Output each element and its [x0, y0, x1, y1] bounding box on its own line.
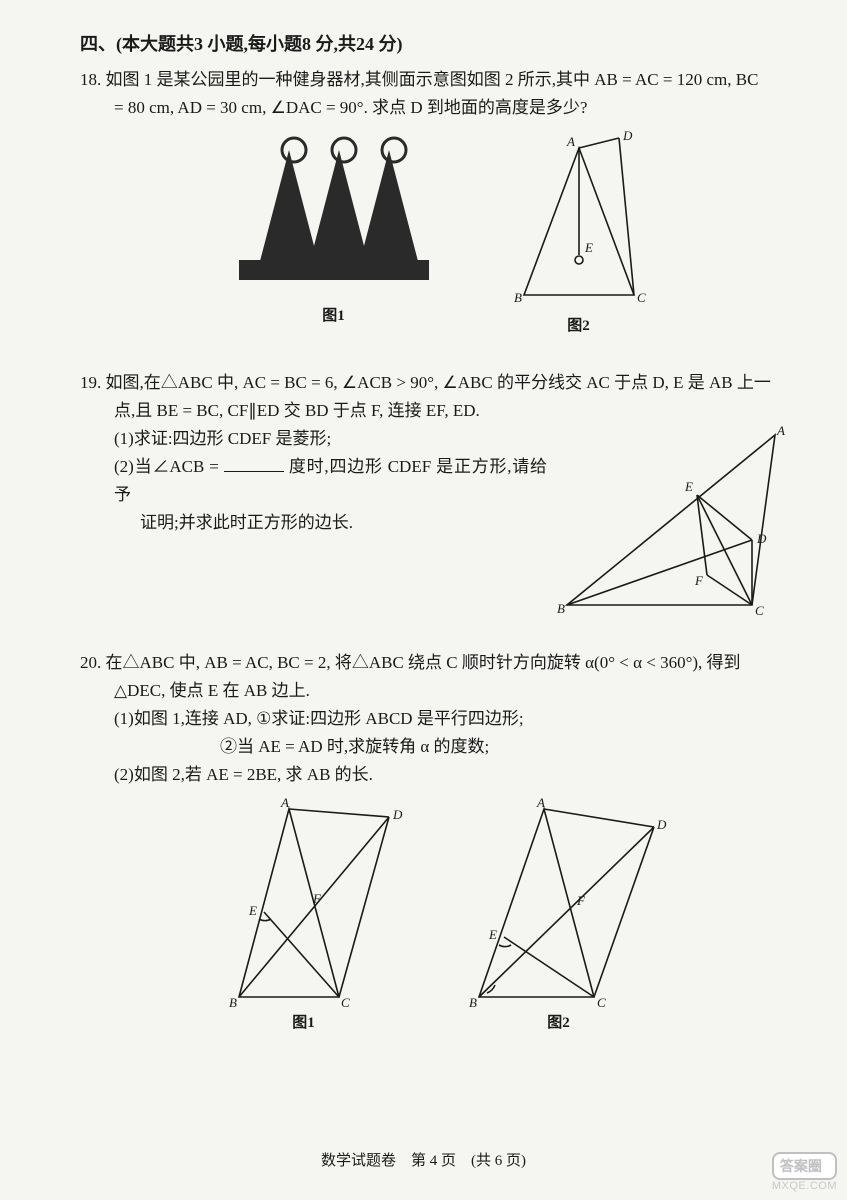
problem-20-line1-wrap: 20. 在△ABC 中, AB = AC, BC = 2, 将△ABC 绕点 C… [80, 649, 787, 677]
problem-20: 20. 在△ABC 中, AB = AC, BC = 2, 将△ABC 绕点 C… [80, 649, 787, 1032]
problem-18-line1: 如图 1 是某公园里的一种健身器材,其侧面示意图如图 2 所示,其中 AB = … [106, 70, 759, 89]
parallelogram-1: A B C D E F [209, 797, 399, 1007]
label-C: C [637, 290, 646, 305]
problem-19-num: 19. [80, 373, 101, 392]
problem-20-part1b: ②当 AE = AD 时,求旋转角 α 的度数; [80, 733, 787, 761]
figure-2-caption: 图2 [567, 314, 590, 335]
triangle-diagram-2: A B C D E F [557, 425, 787, 615]
problem-19-part2: (2)当∠ACB = 度时,四边形 CDEF 是正方形,请给予 [80, 453, 547, 509]
label-A: A [566, 134, 575, 149]
problem-18-text: 18. 如图 1 是某公园里的一种健身器材,其侧面示意图如图 2 所示,其中 A… [80, 66, 787, 94]
problem-19: 19. 如图,在△ABC 中, AC = BC = 6, ∠ACB > 90°,… [80, 369, 787, 615]
problem-18-figure-2: A D B C E 图2 [509, 130, 649, 335]
label-E: E [248, 903, 257, 918]
label-A2: A [536, 795, 545, 810]
label-D: D [622, 128, 633, 143]
exam-page: 四、(本大题共3 小题,每小题8 分,共24 分) 18. 如图 1 是某公园里… [0, 0, 847, 1086]
problem-20-figure-1: A B C D E F 图1 [209, 797, 399, 1032]
label-E2: E [488, 927, 497, 942]
problem-18-figure-1: 图1 [219, 130, 449, 335]
label-A: A [280, 795, 289, 810]
problem-18-figures: 图1 A D B C E 图2 [80, 130, 787, 335]
label-A: A [776, 423, 785, 438]
label-C: C [341, 995, 350, 1010]
figure-1-caption: 图1 [322, 304, 345, 325]
label-D: D [392, 807, 403, 822]
problem-19-line1: 如图,在△ABC 中, AC = BC = 6, ∠ACB > 90°, ∠AB… [106, 373, 771, 392]
problem-20-part1a: (1)如图 1,连接 AD, ①求证:四边形 ABCD 是平行四边形; [80, 705, 787, 733]
problem-19-line2: 点,且 BE = BC, CF∥ED 交 BD 于点 F, 连接 EF, ED. [80, 397, 787, 425]
problem-19-part2c: 证明;并求此时正方形的边长. [80, 509, 547, 537]
label-D2: D [656, 817, 667, 832]
label-B: B [514, 290, 522, 305]
blank-fill[interactable] [224, 455, 284, 472]
label-B2: B [469, 995, 477, 1010]
problem-20-num: 20. [80, 653, 101, 672]
problem-20-figures: A B C D E F 图1 [80, 797, 787, 1032]
label-C2: C [597, 995, 606, 1010]
problem-19-part1: (1)求证:四边形 CDEF 是菱形; [80, 425, 547, 453]
label-E: E [584, 240, 593, 255]
label-B: B [229, 995, 237, 1010]
problem-20-figure-2: A B C D E F 图2 [459, 797, 659, 1032]
label-D: D [756, 531, 767, 546]
problem-18-num: 18. [80, 70, 101, 89]
equipment-drawing [219, 130, 449, 300]
label-F2: F [576, 893, 586, 908]
problem-19-line1-wrap: 19. 如图,在△ABC 中, AC = BC = 6, ∠ACB > 90°,… [80, 369, 787, 397]
label-E: E [684, 479, 693, 494]
problem-19-part2a: (2)当∠ACB = [114, 457, 224, 476]
label-F: F [312, 891, 322, 906]
problem-18: 18. 如图 1 是某公园里的一种健身器材,其侧面示意图如图 2 所示,其中 A… [80, 66, 787, 335]
figure-2-caption-20: 图2 [547, 1011, 570, 1032]
problem-20-line1: 在△ABC 中, AB = AC, BC = 2, 将△ABC 绕点 C 顺时针… [106, 653, 741, 672]
parallelogram-2: A B C D E F [459, 797, 659, 1007]
watermark-badge: 答案圈 [772, 1152, 837, 1180]
problem-18-line2: = 80 cm, AD = 30 cm, ∠DAC = 90°. 求点 D 到地… [80, 94, 787, 122]
label-C: C [755, 603, 764, 618]
watermark-url: MXQE.COM [772, 1180, 837, 1192]
label-F: F [694, 573, 704, 588]
watermark: 答案圈 MXQE.COM [772, 1152, 837, 1192]
problem-19-figure: A B C D E F [557, 425, 787, 615]
section-header: 四、(本大题共3 小题,每小题8 分,共24 分) [80, 30, 787, 56]
problem-20-line2: △DEC, 使点 E 在 AB 边上. [80, 677, 787, 705]
problem-20-part2: (2)如图 2,若 AE = 2BE, 求 AB 的长. [80, 761, 787, 789]
figure-1-caption-20: 图1 [292, 1011, 315, 1032]
triangle-diagram-1: A D B C E [509, 130, 649, 310]
page-footer: 数学试题卷 第 4 页 (共 6 页) [0, 1149, 847, 1170]
label-B: B [557, 601, 565, 616]
